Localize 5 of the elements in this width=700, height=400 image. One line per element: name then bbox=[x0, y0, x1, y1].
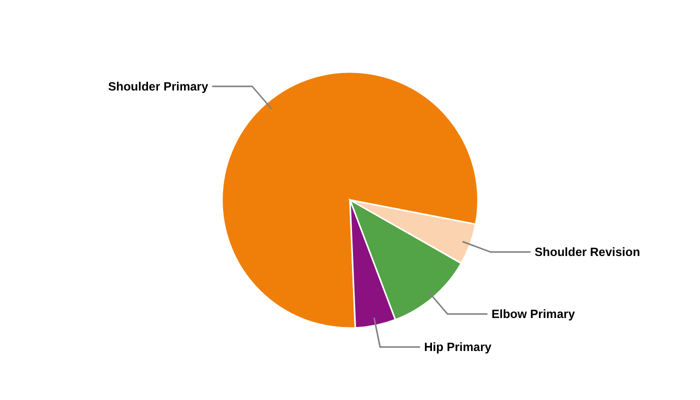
slice-label: Elbow Primary bbox=[492, 307, 576, 322]
pie-slice bbox=[221, 71, 478, 329]
slice-label: Hip Primary bbox=[424, 340, 492, 354]
slice-label: Shoulder Primary bbox=[108, 80, 208, 94]
slice-label: Shoulder Revision bbox=[534, 245, 640, 260]
